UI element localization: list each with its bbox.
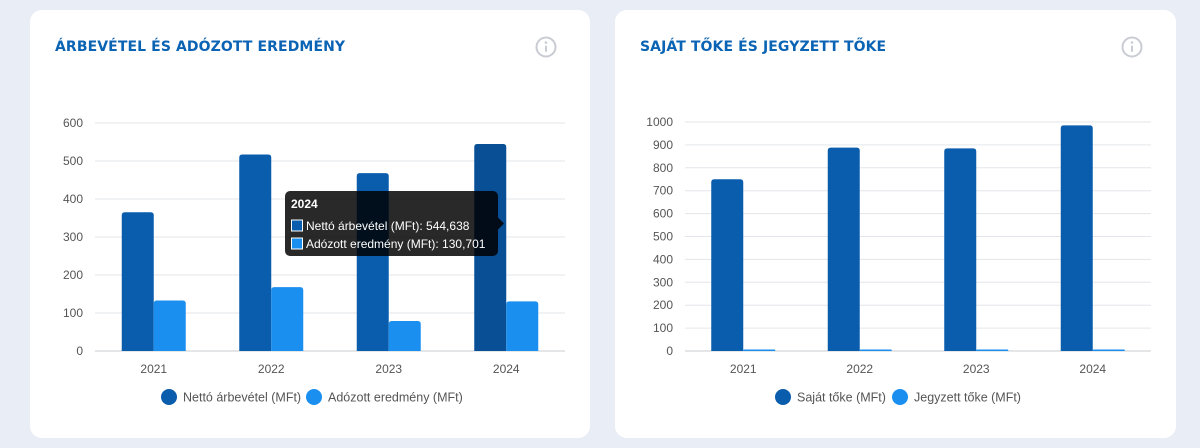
bar-secondary bbox=[506, 301, 539, 351]
legend-marker bbox=[892, 389, 908, 405]
bar-primary bbox=[944, 148, 977, 351]
x-tick-label: 2022 bbox=[846, 362, 873, 376]
bar-secondary bbox=[271, 287, 304, 351]
y-tick-label: 100 bbox=[63, 306, 83, 320]
x-tick-label: 2024 bbox=[493, 362, 520, 376]
legend-label: Nettó árbevétel (MFt) bbox=[183, 391, 301, 405]
y-tick-label: 800 bbox=[653, 161, 673, 175]
x-tick-label: 2021 bbox=[730, 362, 757, 376]
y-tick-label: 400 bbox=[63, 192, 83, 206]
bar-secondary bbox=[1092, 349, 1125, 351]
tooltip-caret bbox=[498, 217, 504, 230]
revenue-profit-chart: 0 100 200 300 400 500 600 2021 2022 2023 2024 Nettó… bbox=[63, 116, 565, 405]
legend-marker bbox=[775, 389, 791, 405]
y-tick-label: 100 bbox=[653, 321, 673, 335]
y-tick-label: 300 bbox=[63, 230, 83, 244]
equity-chart: 0 100 200 300 400 500 600 700 800 900 1000 2021 2022… bbox=[646, 115, 1151, 405]
x-tick-label: 2022 bbox=[258, 362, 285, 376]
y-tick-label: 700 bbox=[653, 184, 673, 198]
y-tick-label: 600 bbox=[653, 207, 673, 221]
tooltip-swatch bbox=[291, 219, 303, 232]
legend-label: Saját tőke (MFt) bbox=[797, 391, 886, 405]
tooltip-line: Adózott eredmény (MFt): 130,701 bbox=[306, 237, 486, 251]
y-tick-label: 600 bbox=[63, 116, 83, 130]
y-tick-label: 0 bbox=[76, 344, 83, 358]
bar-secondary bbox=[976, 349, 1009, 351]
legend-label: Adózott eredmény (MFt) bbox=[328, 391, 463, 405]
y-tick-label: 200 bbox=[63, 268, 83, 282]
info-icon[interactable] bbox=[535, 36, 557, 58]
y-tick-label: 500 bbox=[63, 154, 83, 168]
equity-card: SAJÁT TŐKE ÉS JEGYZETT TŐKE 0 100 200 300 40… bbox=[615, 10, 1176, 438]
info-icon[interactable] bbox=[1121, 36, 1143, 58]
bar-secondary bbox=[153, 300, 186, 351]
bar-secondary bbox=[859, 349, 892, 351]
legend-marker bbox=[306, 389, 322, 405]
x-tick-label: 2024 bbox=[1079, 362, 1106, 376]
bar-secondary bbox=[388, 320, 421, 351]
tooltip-line: Nettó árbevétel (MFt): 544,638 bbox=[306, 219, 470, 233]
x-tick-label: 2023 bbox=[375, 362, 402, 376]
legend-label: Jegyzett tőke (MFt) bbox=[914, 391, 1021, 405]
bar-primary bbox=[1060, 125, 1093, 351]
bar-primary bbox=[711, 179, 744, 351]
y-tick-label: 400 bbox=[653, 252, 673, 266]
tooltip-title: 2024 bbox=[291, 197, 318, 211]
revenue-profit-card: ÁRBEVÉTEL ÉS ADÓZOTT EREDMÉNY 0 100 200 300… bbox=[30, 10, 590, 438]
card-title: ÁRBEVÉTEL ÉS ADÓZOTT EREDMÉNY bbox=[55, 39, 346, 55]
bar-primary bbox=[121, 212, 154, 351]
x-tick-label: 2021 bbox=[140, 362, 167, 376]
bar-primary bbox=[239, 154, 272, 351]
bar-secondary bbox=[743, 349, 776, 351]
chart-tooltip: 2024 Nettó árbevétel (MFt): 544,638 Adózot… bbox=[285, 191, 504, 256]
y-tick-label: 500 bbox=[653, 230, 673, 244]
bar-primary bbox=[827, 147, 860, 351]
legend-marker bbox=[161, 389, 177, 405]
x-tick-label: 2023 bbox=[963, 362, 990, 376]
y-tick-label: 1000 bbox=[646, 115, 673, 129]
y-tick-label: 300 bbox=[653, 275, 673, 289]
y-tick-label: 0 bbox=[666, 344, 673, 358]
y-tick-label: 200 bbox=[653, 298, 673, 312]
y-tick-label: 900 bbox=[653, 138, 673, 152]
tooltip-box bbox=[285, 191, 498, 256]
card-title: SAJÁT TŐKE ÉS JEGYZETT TŐKE bbox=[640, 39, 887, 55]
tooltip-swatch bbox=[291, 237, 303, 250]
